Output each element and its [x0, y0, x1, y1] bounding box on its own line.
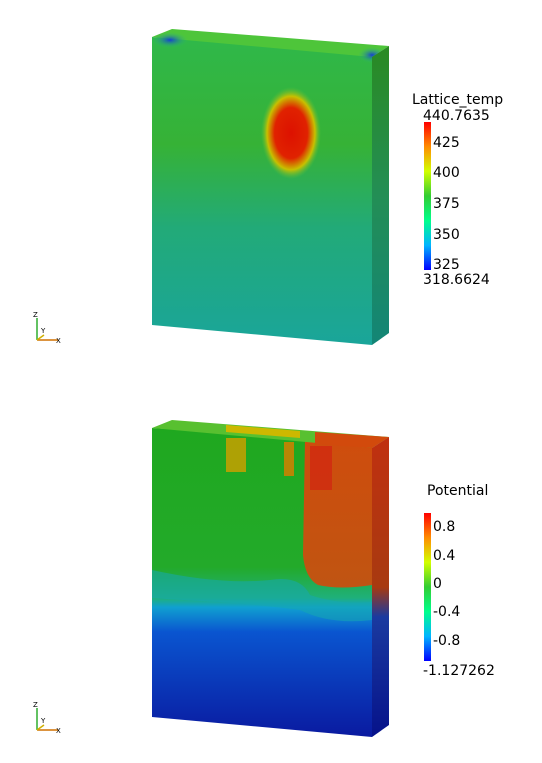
lattice-temp-panel: Z Y X Lattice_temp 440.7635 425 400 375 … — [0, 0, 542, 380]
potential-panel: Z Y X Potential 0.8 0.4 0 -0.4 -0.8 -1.1… — [0, 380, 542, 763]
colorbar-max: 440.7635 — [423, 108, 490, 124]
colorbar-tick: 375 — [433, 196, 460, 212]
axis-y-label: Y — [40, 327, 46, 335]
colorbar-tick: 0 — [433, 576, 442, 592]
slab-front-face — [152, 37, 372, 345]
contact-mid — [284, 442, 294, 476]
contact-right — [310, 446, 332, 490]
colorbar-gradient — [424, 122, 431, 270]
axis-y-label: Y — [40, 717, 46, 725]
colorbar-title: Potential — [427, 483, 489, 499]
colorbar-title: Lattice_temp — [412, 92, 504, 108]
axis-triad: Z Y X — [33, 311, 61, 345]
contact-left — [226, 438, 246, 472]
colorbar-tick: 400 — [433, 165, 460, 181]
colorbar-tick: 325 — [433, 257, 460, 273]
colorbar-tick: 0.4 — [433, 548, 456, 564]
slab-side-face — [372, 437, 389, 737]
corner-cold-left — [152, 32, 188, 48]
hotspot — [261, 87, 321, 179]
colorbar-tick: 350 — [433, 227, 460, 243]
slab-side-face — [372, 46, 389, 345]
colorbar-gradient — [424, 513, 431, 661]
lattice-temp-render: Z Y X — [33, 29, 389, 345]
potential-render: Z Y X — [33, 420, 389, 737]
colorbar-tick: 0.8 — [433, 519, 456, 535]
axis-x-label: X — [56, 337, 61, 345]
colorbar-min: 318.6624 — [423, 272, 490, 288]
axis-triad: Z Y X — [33, 701, 61, 735]
axis-z-label: Z — [33, 701, 38, 709]
colorbar-min: -1.127262 — [423, 663, 495, 679]
colorbar-tick: -0.8 — [433, 633, 461, 649]
axis-z-label: Z — [33, 311, 38, 319]
colorbar-tick: -0.4 — [433, 604, 461, 620]
colorbar-tick: 425 — [433, 135, 460, 151]
slab-top-face — [152, 29, 389, 57]
axis-x-label: X — [56, 727, 61, 735]
